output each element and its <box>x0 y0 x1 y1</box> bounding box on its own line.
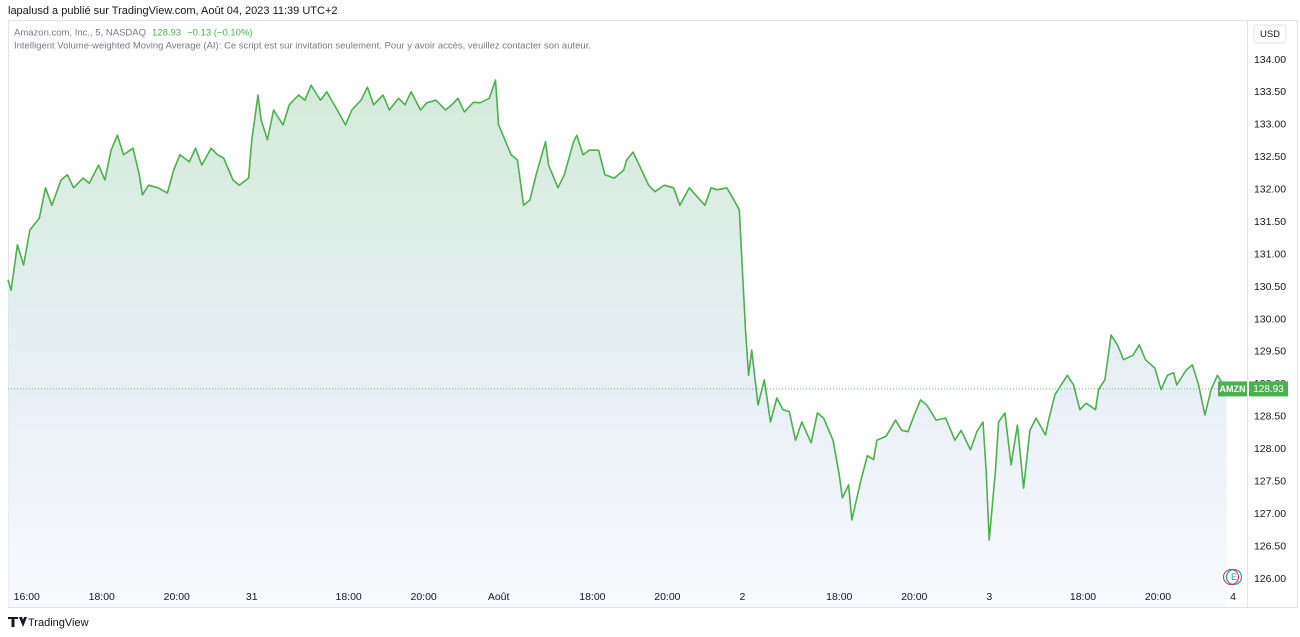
y-tick-label: 127.50 <box>1254 475 1286 487</box>
y-tick-label: 132.50 <box>1254 151 1286 163</box>
earnings-marker[interactable]: E <box>1231 572 1237 582</box>
y-tick-label: 130.00 <box>1254 313 1286 325</box>
y-tick-label: 133.00 <box>1254 119 1286 131</box>
x-tick-label: 20:00 <box>410 591 436 603</box>
y-tick-label: 131.50 <box>1254 216 1286 228</box>
y-tick-label: 126.00 <box>1254 573 1286 585</box>
earnings-icon-ring <box>1223 569 1239 585</box>
y-tick-label: 128.00 <box>1254 443 1286 455</box>
x-tick-label: 3 <box>986 591 992 603</box>
x-tick-label: 18:00 <box>89 591 115 603</box>
y-tick-label: 126.50 <box>1254 540 1286 552</box>
y-tick-label: 127.00 <box>1254 508 1286 520</box>
legend-price: 128.93 <box>152 28 181 39</box>
x-tick-label: Août <box>488 591 510 603</box>
currency-button[interactable] <box>1253 24 1287 44</box>
symbol-tag: AMZN <box>1220 384 1246 394</box>
logo <box>8 617 27 627</box>
y-tick-label: 134.00 <box>1254 54 1286 66</box>
x-tick-label: 18:00 <box>826 591 852 603</box>
symbol: Amazon.com, Inc., 5, NASDAQ <box>14 28 146 39</box>
price-tag: 128.93 <box>1253 384 1284 395</box>
header: lapalusd a publié sur TradingView.com, A… <box>8 5 338 17</box>
x-tick-label: 20:00 <box>1145 591 1171 603</box>
x-tick-label: 4 <box>1230 591 1236 603</box>
currency[interactable]: USD <box>1260 29 1280 40</box>
y-tick-label: 130.50 <box>1254 281 1286 293</box>
indicator-note: Intelligent Volume-weighted Moving Avera… <box>14 41 591 52</box>
price-line <box>7 79 1228 541</box>
y-tick-label: 128.50 <box>1254 411 1286 423</box>
x-tick-label: 20:00 <box>164 591 190 603</box>
y-tick-label: 133.50 <box>1254 86 1286 98</box>
x-tick-label: 20:00 <box>901 591 927 603</box>
x-tick-label: 31 <box>246 591 258 603</box>
x-tick-label: 16:00 <box>14 591 40 603</box>
price-tag-bg <box>1249 381 1288 397</box>
x-tick-label: 18:00 <box>579 591 605 603</box>
x-tick-label: 2 <box>739 591 745 603</box>
legend-change: −0.13 (−0.10%) <box>187 28 253 39</box>
plot <box>7 79 1247 608</box>
area-fill <box>8 80 1227 608</box>
x-tick-label: 18:00 <box>1070 591 1096 603</box>
y-tick-label: 129.50 <box>1254 346 1286 358</box>
footer: TradingView <box>28 617 89 629</box>
x-tick-label: 18:00 <box>335 591 361 603</box>
y-tick-label: 131.00 <box>1254 248 1286 260</box>
x-tick-label: 20:00 <box>654 591 680 603</box>
y-tick-label: 132.00 <box>1254 184 1286 196</box>
symbol-tag-bg <box>1218 381 1247 397</box>
